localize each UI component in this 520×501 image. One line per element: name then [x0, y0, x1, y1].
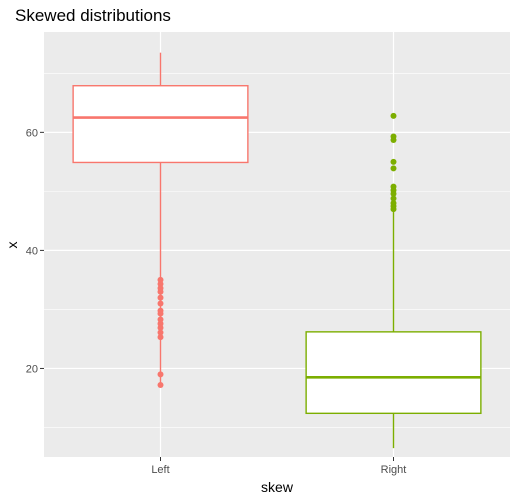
outlier-point [390, 190, 397, 197]
x-tick-label: Left [151, 464, 169, 476]
outlier-point [157, 316, 164, 323]
outlier-point [390, 158, 397, 165]
outlier-point [157, 329, 164, 336]
x-tick-label: Right [381, 464, 407, 476]
box-iqr [305, 331, 482, 415]
outlier-point [390, 165, 397, 172]
box-group-right [305, 112, 482, 449]
x-axis: Left Right [151, 457, 406, 476]
outlier-point [157, 300, 164, 307]
outlier-point [157, 310, 164, 317]
outlier-point [390, 206, 397, 213]
box-group-left [72, 52, 249, 388]
outlier-point [157, 281, 164, 288]
outlier-point [157, 320, 164, 327]
y-axis: 20 40 60 [26, 127, 44, 375]
box-series [72, 52, 482, 449]
outlier-point [157, 381, 164, 388]
y-tick-label: 20 [26, 363, 38, 375]
outlier-point [157, 371, 164, 378]
outlier-point [390, 112, 397, 119]
outlier-point [157, 276, 164, 283]
x-axis-title: skew [261, 479, 294, 495]
chart-title: Skewed distributions [15, 6, 171, 25]
outlier-point [157, 294, 164, 301]
y-tick-label: 40 [26, 245, 38, 257]
y-tick-label: 60 [26, 127, 38, 139]
box-iqr [72, 85, 249, 164]
outlier-point [157, 288, 164, 295]
outlier-point [390, 195, 397, 202]
y-axis-title: x [4, 242, 20, 249]
outlier-point [157, 324, 164, 331]
outlier-point [157, 334, 164, 341]
outlier-point [390, 137, 397, 144]
